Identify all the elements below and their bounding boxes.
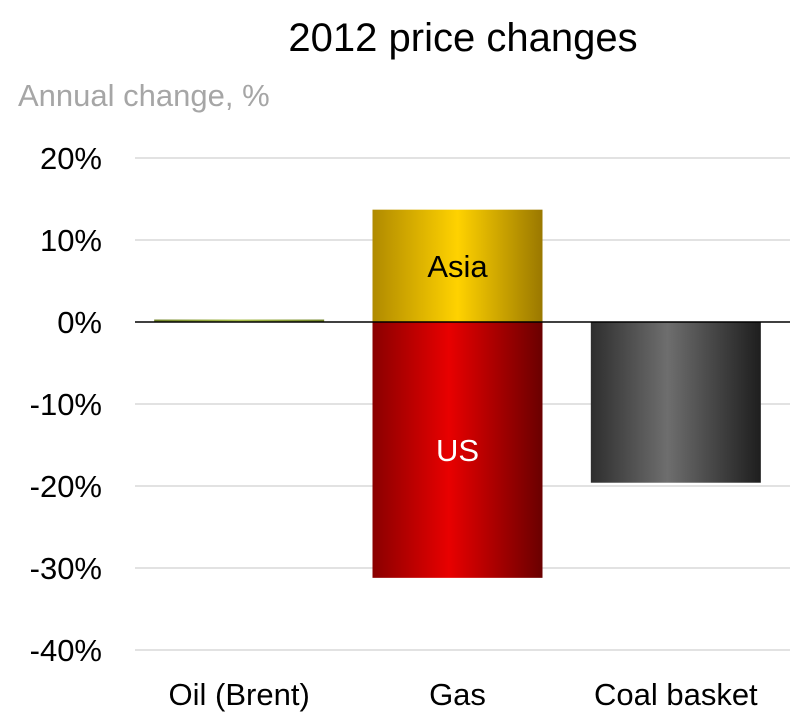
segment-label-asia: Asia <box>427 249 488 284</box>
y-axis-ticks: 20% 10% 0% -10% -20% -30% -40% <box>30 141 102 668</box>
y-tick-label: -10% <box>30 387 102 422</box>
bar-gas-asia <box>372 209 543 322</box>
bar-coal-basket <box>590 322 761 483</box>
category-label: Coal basket <box>594 677 758 712</box>
y-tick-label: -20% <box>30 469 102 504</box>
y-tick-label: -40% <box>30 633 102 668</box>
y-tick-label: -30% <box>30 551 102 586</box>
x-axis-categories: Oil (Brent) Gas Coal basket <box>169 677 759 712</box>
chart-title: 2012 price changes <box>288 16 637 60</box>
bar-oil-brent <box>154 319 325 322</box>
category-label: Gas <box>429 677 486 712</box>
category-label: Oil (Brent) <box>169 677 310 712</box>
segment-label-us: US <box>436 433 479 468</box>
y-tick-label: 10% <box>40 223 102 258</box>
bars: Asia US <box>154 209 761 578</box>
bar-gas-us <box>372 322 543 578</box>
y-tick-label: 20% <box>40 141 102 176</box>
y-axis-label: Annual change, % <box>18 78 270 113</box>
y-tick-label: 0% <box>57 305 102 340</box>
